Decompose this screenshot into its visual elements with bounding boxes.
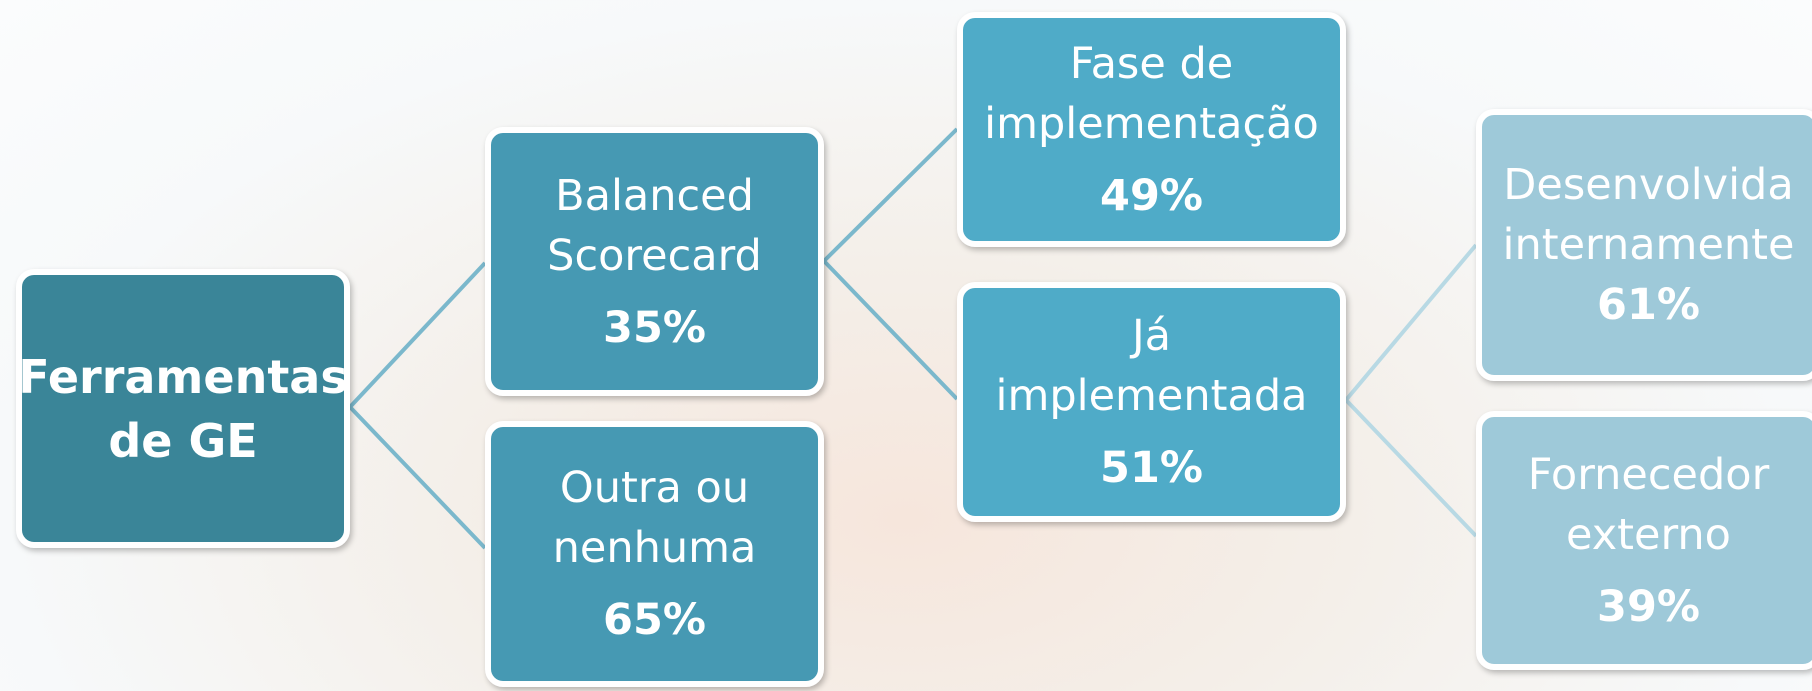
node-label: Fase de — [1069, 38, 1234, 89]
node-label: nenhuma — [552, 523, 757, 573]
connector — [1344, 243, 1478, 402]
node-label: internamente — [1502, 220, 1795, 270]
node-box: Já implementada 51% — [957, 282, 1346, 522]
node-label: externo — [1566, 509, 1731, 560]
connector — [1344, 398, 1478, 538]
node-label: de GE — [108, 413, 258, 468]
node-label: Scorecard — [547, 230, 762, 281]
node-label: Já — [1131, 311, 1172, 361]
connector — [822, 127, 959, 263]
connector — [822, 259, 959, 401]
node-label: Fornecedor — [1527, 449, 1770, 500]
node-box: Desenvolvida internamente 61% — [1476, 109, 1812, 381]
node-box: Outra ou nenhuma 65% — [485, 421, 824, 687]
node-value: 61% — [1597, 280, 1700, 330]
node-value: 65% — [603, 595, 706, 645]
node-label: Desenvolvida — [1503, 160, 1794, 210]
node-value: 39% — [1597, 581, 1700, 632]
connector — [348, 405, 487, 550]
node-value: 49% — [1100, 170, 1203, 221]
node-value: 35% — [603, 302, 706, 353]
node-box: Ferramentas de GE — [16, 269, 350, 548]
connector — [348, 261, 487, 409]
node-box: Fase de implementação 49% — [957, 12, 1346, 247]
node-label: implementada — [995, 371, 1308, 421]
node-label: Outra ou — [559, 463, 750, 513]
node-box: Fornecedor externo 39% — [1476, 411, 1812, 670]
node-label: implementação — [984, 98, 1319, 149]
node-label: Balanced — [555, 170, 754, 221]
node-value: 51% — [1100, 443, 1203, 493]
node-label: Ferramentas — [18, 349, 348, 404]
node-box: Balanced Scorecard 35% — [485, 127, 824, 396]
